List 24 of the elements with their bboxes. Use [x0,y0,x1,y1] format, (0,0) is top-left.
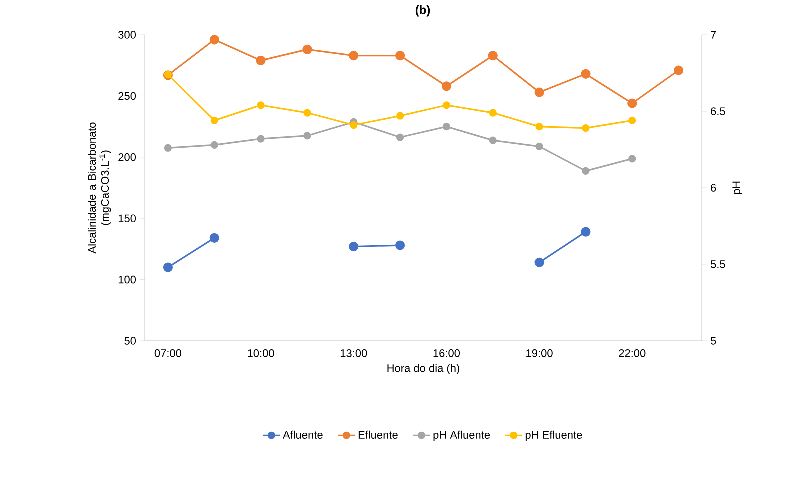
y2-tick-label: 6.5 [711,108,726,116]
x-tick-label: 16:00 [434,350,460,358]
x-tick-label: 22:00 [619,350,646,358]
y2-tick-label: 7 [711,31,716,39]
x-tick-label: 07:00 [154,350,182,358]
y-tick-label: 200 [118,154,136,162]
x-tick-label: 13:00 [340,350,368,358]
y2-tick-label: 5 [710,337,716,345]
x-tick-label: 19:00 [526,350,553,358]
y2-axis-title: pH [732,182,743,194]
y2-tick-label: 5.5 [710,260,726,268]
chart-title: (b) [416,6,430,17]
x-axis-title: Hora do dia (h) [388,364,460,374]
y-tick-label: 50 [124,337,136,345]
y-tick-label: 300 [118,31,136,39]
legend-label: Efluente [358,430,398,439]
y2-tick-label: 6 [711,184,716,192]
legend-label: pH Efluente [526,430,582,442]
x-tick-label: 10:00 [248,350,274,358]
legend-label: pH Afluente [434,430,490,442]
legend-label: Afluente [283,430,323,439]
y-tick-label: 250 [118,92,136,100]
y-tick-label: 100 [118,276,136,284]
y-tick-label: 150 [118,214,136,222]
